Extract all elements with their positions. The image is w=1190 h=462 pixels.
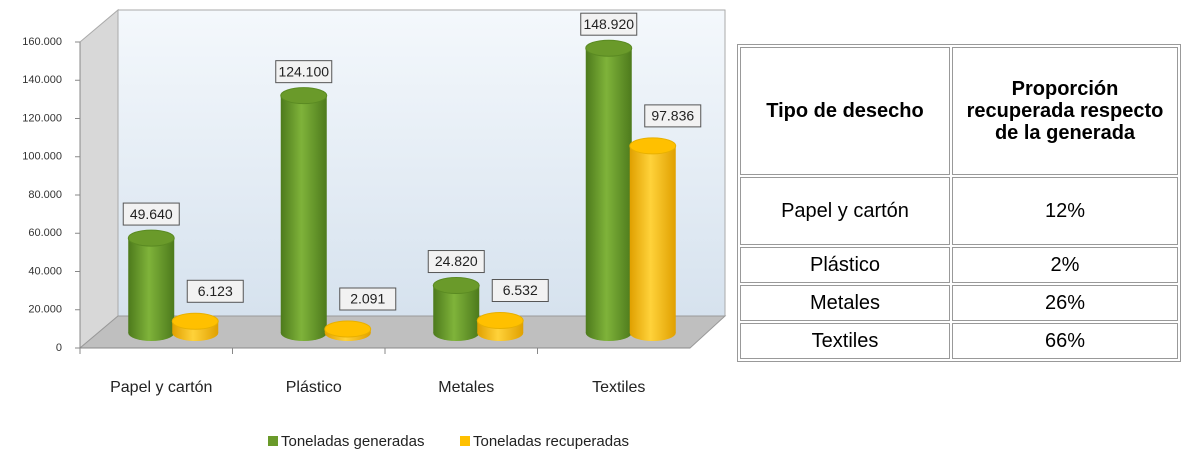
bar bbox=[629, 137, 677, 341]
value-label: 49.640 bbox=[122, 202, 180, 226]
bar-top bbox=[476, 312, 524, 330]
bar-body bbox=[585, 48, 632, 334]
value-label-text: 124.100 bbox=[278, 63, 329, 79]
value-label: 24.820 bbox=[427, 250, 485, 274]
bar bbox=[280, 87, 328, 341]
bar bbox=[476, 312, 524, 341]
table-row: Papel y cartón 12% bbox=[740, 177, 1178, 245]
cell: 26% bbox=[952, 285, 1178, 321]
bar-top bbox=[629, 137, 677, 155]
chart: 0 20.000 40.000 60.000 80.000 100.000 120.000 1… bbox=[22, 8, 727, 450]
value-label-text: 148.920 bbox=[583, 16, 634, 32]
legend-label: Toneladas generadas bbox=[281, 433, 424, 450]
x-tick-label: Textiles bbox=[592, 379, 645, 396]
value-label-box bbox=[427, 250, 485, 274]
header-cell: Tipo de desecho bbox=[740, 47, 950, 175]
table-row: Metales 26% bbox=[740, 285, 1178, 321]
value-label: 6.532 bbox=[491, 279, 549, 303]
value-label: 2.091 bbox=[339, 287, 397, 311]
table-header: Tipo de desecho Proporción recuperada re… bbox=[740, 47, 1178, 175]
bar-top bbox=[280, 87, 328, 105]
y-tick-label: 80.000 bbox=[28, 189, 62, 201]
bar-top bbox=[324, 320, 372, 338]
cell: Metales bbox=[740, 285, 950, 321]
x-tick-label: Plástico bbox=[286, 379, 342, 396]
y-tick-label: 40.000 bbox=[28, 265, 62, 277]
x-tick-label: Metales bbox=[438, 379, 494, 396]
cell: Papel y cartón bbox=[740, 177, 950, 245]
header-cell: Proporción recuperada respecto de la gen… bbox=[952, 47, 1178, 175]
side-wall bbox=[79, 8, 119, 350]
value-label-box bbox=[186, 279, 244, 303]
x-tick-label: Papel y cartón bbox=[110, 379, 212, 396]
bar-top bbox=[585, 39, 633, 57]
value-label-box bbox=[339, 287, 397, 311]
value-label-text: 6.532 bbox=[503, 282, 538, 298]
bar-top bbox=[171, 312, 219, 330]
value-label-text: 24.820 bbox=[435, 253, 478, 269]
bar-top bbox=[432, 277, 480, 295]
cell: 66% bbox=[952, 323, 1178, 359]
value-label-box bbox=[491, 279, 549, 303]
legend-label: Toneladas recuperadas bbox=[473, 433, 629, 450]
bar bbox=[585, 39, 633, 341]
bar bbox=[432, 277, 480, 341]
table-row: Textiles 66% bbox=[740, 323, 1178, 359]
value-label-text: 6.123 bbox=[198, 283, 233, 299]
value-label-box bbox=[580, 12, 638, 36]
bar-top bbox=[127, 229, 175, 247]
value-label-box bbox=[122, 202, 180, 226]
value-label-text: 2.091 bbox=[350, 291, 385, 307]
value-label: 124.100 bbox=[275, 60, 333, 84]
value-label: 6.123 bbox=[186, 279, 244, 303]
table: Tipo de desecho Proporción recuperada re… bbox=[737, 44, 1181, 362]
cell: 2% bbox=[952, 247, 1178, 283]
value-label-text: 49.640 bbox=[130, 206, 173, 222]
y-tick-label: 60.000 bbox=[28, 227, 62, 239]
bar-body bbox=[629, 145, 676, 333]
cell: Textiles bbox=[740, 323, 950, 359]
y-tick-label: 0 bbox=[56, 342, 62, 354]
y-tick-label: 100.000 bbox=[22, 151, 62, 163]
cell: Plástico bbox=[740, 247, 950, 283]
bar bbox=[127, 229, 175, 341]
cell: 12% bbox=[952, 177, 1178, 245]
legend-swatch bbox=[268, 436, 278, 446]
bar bbox=[324, 320, 372, 341]
value-label-text: 97.836 bbox=[651, 108, 694, 124]
value-label: 148.920 bbox=[580, 12, 638, 36]
y-tick-label: 20.000 bbox=[28, 304, 62, 316]
bar bbox=[171, 312, 219, 341]
value-label-box bbox=[275, 60, 333, 84]
bar-body bbox=[128, 238, 175, 333]
y-tick-label: 120.000 bbox=[22, 112, 62, 124]
table-row: Plástico 2% bbox=[740, 247, 1178, 283]
y-tick-label: 160.000 bbox=[22, 36, 62, 48]
value-label: 97.836 bbox=[644, 104, 702, 128]
y-tick-label: 140.000 bbox=[22, 74, 62, 86]
bar-body bbox=[280, 95, 327, 333]
legend-swatch bbox=[460, 436, 470, 446]
value-label-box bbox=[644, 104, 702, 128]
